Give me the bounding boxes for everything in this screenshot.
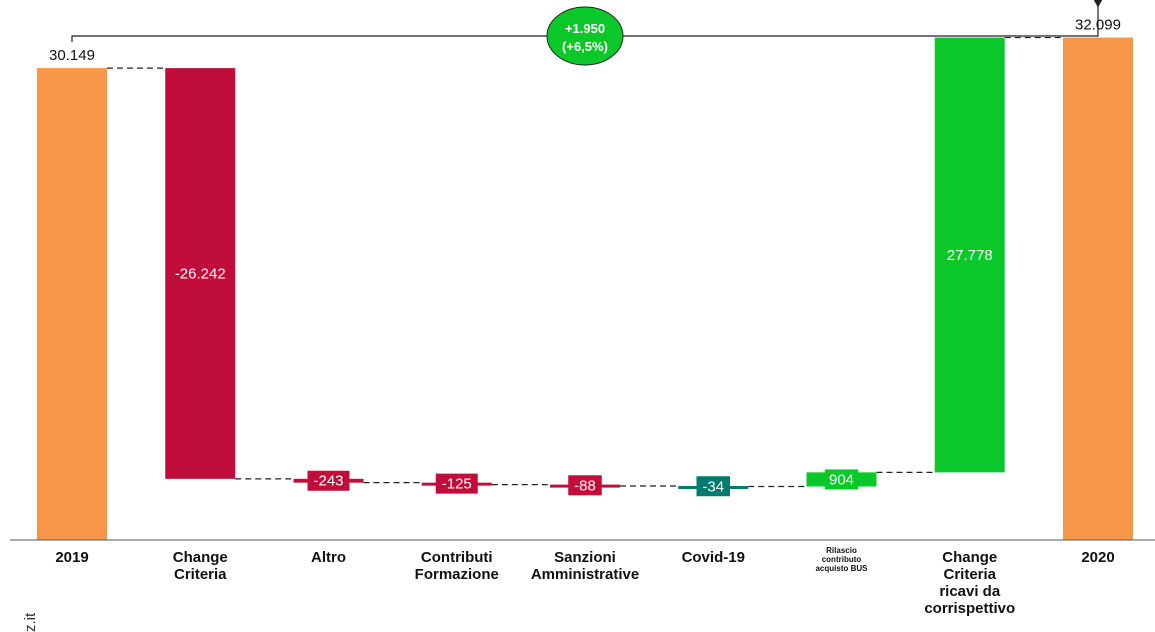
bar (934, 37, 1005, 473)
bar (37, 68, 107, 541)
category-label-line: Criteria (943, 566, 996, 583)
category-label-line: Sanzioni (554, 549, 616, 566)
delta-annotation: +1.950 (+6,5%) (71, 0, 1103, 66)
category-label: Rilascio contributo acquisto BUS (815, 546, 868, 573)
value-label: -34 (702, 478, 724, 495)
category-label: Contributi Formazione (415, 549, 499, 583)
value-label-box (435, 473, 478, 494)
bars (37, 37, 1133, 541)
category-label: Change Criteria ricavi da corrispettivo (924, 549, 1015, 617)
category-label-line: Change (942, 549, 997, 566)
value-labels: 30.149-26.242-243 -125 -88 -34 90427.77832.0… (49, 17, 1121, 497)
watermark-text: z.it (22, 612, 39, 632)
category-label-line: Contributi (421, 549, 493, 566)
bar (1063, 37, 1133, 540)
category-label-line: contributo (822, 555, 862, 564)
category-label-line: Covid-19 (682, 549, 745, 566)
value-label: -26.242 (175, 265, 226, 282)
category-label: Covid-19 (682, 549, 745, 566)
delta-badge (546, 6, 624, 66)
category-label-line: Criteria (174, 566, 227, 583)
category-label-line: 2020 (1081, 549, 1114, 566)
value-label: -125 (442, 476, 472, 493)
category-label: Sanzioni Amministrative (531, 549, 639, 583)
category-label: 2019 (55, 549, 88, 566)
bar (165, 68, 236, 479)
value-label-box (696, 476, 730, 497)
category-label-line: Change (173, 549, 228, 566)
category-label-line: acquisto BUS (815, 564, 868, 573)
category-label-line: Amministrative (531, 566, 639, 583)
arrow-head (1093, 0, 1103, 8)
category-label-line: 2019 (55, 549, 88, 566)
category-label-line: Altro (311, 549, 346, 566)
delta-value: +1.950 (565, 21, 605, 36)
category-label-line: corrispettivo (924, 600, 1015, 617)
value-label: -88 (574, 477, 596, 494)
value-label: 904 (829, 471, 854, 488)
category-label-line: Formazione (415, 566, 499, 583)
value-label: -243 (313, 473, 343, 490)
category-label: Change Criteria (173, 549, 228, 583)
value-label-box (307, 470, 350, 491)
category-label-line: ricavi da (939, 583, 1001, 600)
category-label: Altro (311, 549, 346, 566)
value-label-box (568, 475, 602, 496)
connector-lines (107, 36, 1063, 488)
value-label: 30.149 (49, 47, 95, 64)
value-label-box (824, 469, 859, 490)
delta-percent: (+6,5%) (562, 39, 608, 54)
category-label: 2020 (1081, 549, 1114, 566)
category-label-line: Rilascio (826, 546, 857, 555)
value-label: 27.778 (947, 247, 993, 264)
